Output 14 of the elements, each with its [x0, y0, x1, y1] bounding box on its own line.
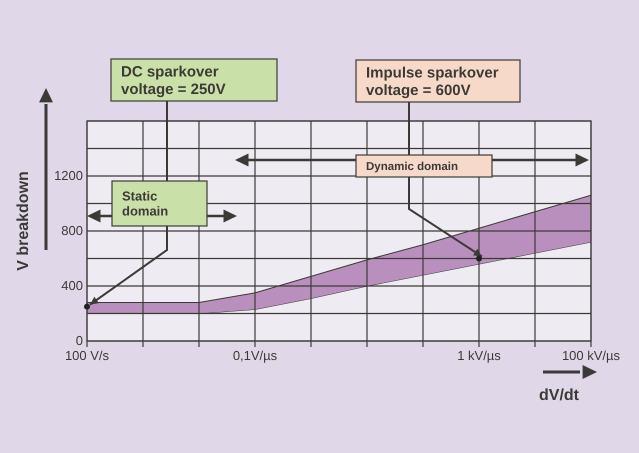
x-tick-label: 100 kV/µs [562, 348, 621, 363]
x-tick-label: 1 kV/µs [457, 348, 502, 363]
annotation: Static domain [122, 188, 168, 219]
y-tick-label: 400 [61, 278, 83, 293]
y-tick-label: 1200 [54, 168, 83, 183]
y-axis-title: V breakdown [15, 171, 32, 271]
annotation: DC sparkover voltage = 250V [121, 64, 226, 98]
x-tick-label: 0,1V/µs [232, 348, 278, 363]
x-axis-title: dV/dt [539, 387, 580, 404]
x-tick-label: 100 V/s [64, 348, 110, 363]
y-tick-label: 800 [61, 223, 83, 238]
annotation: Impulse sparkover voltage = 600V [366, 64, 499, 99]
annotation: Dynamic domain [366, 161, 458, 174]
y-tick-label: 0 [76, 333, 83, 348]
